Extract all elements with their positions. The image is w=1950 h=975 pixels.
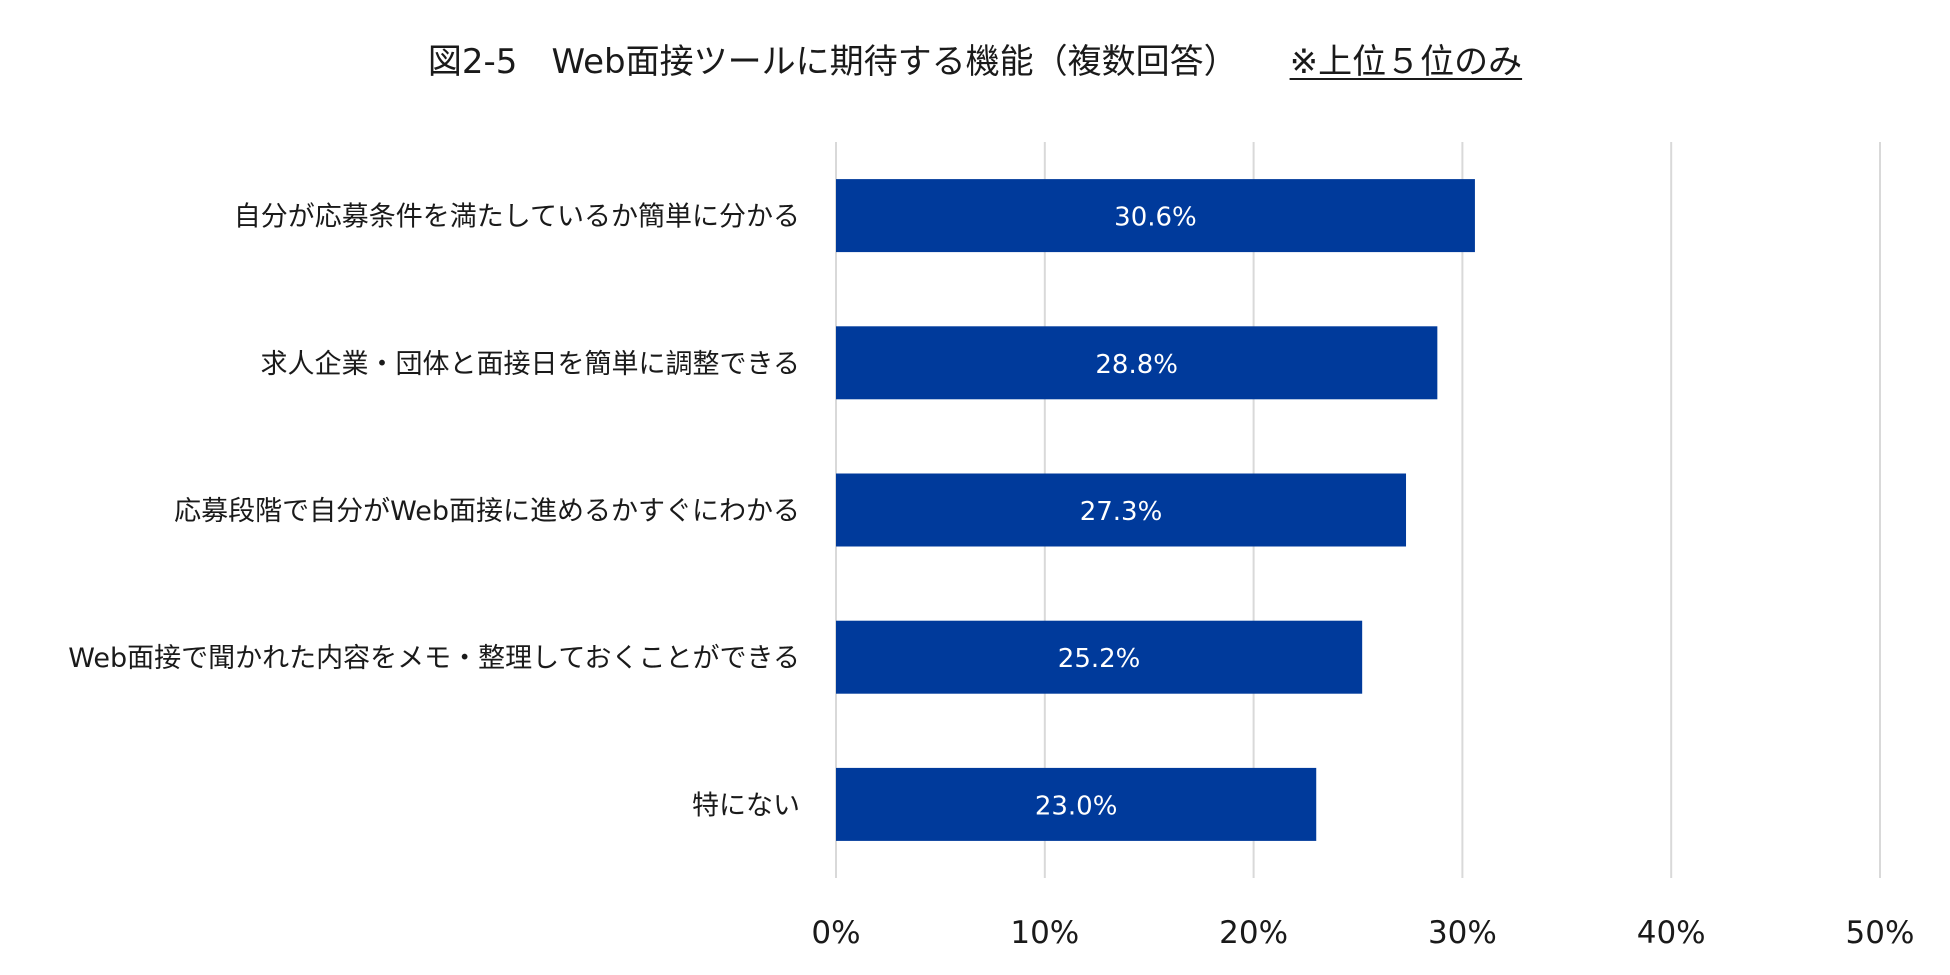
chart-title-block: 図2-5 Web面接ツールに期待する機能（複数回答） ※上位５位のみ bbox=[0, 38, 1950, 86]
category-labels: 自分が応募条件を満たしているか簡単に分かる求人企業・団体と面接日を簡単に調整でき… bbox=[68, 202, 800, 822]
value-label: 28.8% bbox=[1095, 350, 1178, 380]
x-tick-label: 30% bbox=[1428, 915, 1497, 951]
chart-title: 図2-5 Web面接ツールに期待する機能（複数回答） bbox=[427, 42, 1238, 82]
x-tick-label: 40% bbox=[1637, 915, 1706, 951]
value-label: 23.0% bbox=[1035, 791, 1118, 821]
bars bbox=[836, 179, 1475, 841]
category-label: 求人企業・団体と面接日を簡単に調整できる bbox=[261, 349, 800, 380]
category-label: 特にない bbox=[692, 790, 800, 821]
category-label: 自分が応募条件を満たしているか簡単に分かる bbox=[234, 202, 800, 233]
bar bbox=[836, 767, 1317, 841]
bar bbox=[836, 620, 1363, 694]
x-tick-label: 20% bbox=[1219, 915, 1288, 951]
value-labels: 30.6% 28.8% 27.3% 25.2% 23.0% bbox=[1035, 203, 1197, 822]
value-label: 25.2% bbox=[1058, 644, 1141, 674]
x-tick-label: 50% bbox=[1846, 915, 1915, 951]
bar bbox=[836, 326, 1438, 400]
x-axis-ticks: 0% 10% 20% 30% 40% 50% bbox=[811, 915, 1914, 951]
category-label: 応募段階で自分がWeb面接に進めるかすぐにわかる bbox=[174, 496, 800, 527]
value-label: 27.3% bbox=[1080, 497, 1163, 527]
x-tick-label: 0% bbox=[811, 915, 860, 951]
x-tick-label: 10% bbox=[1010, 915, 1079, 951]
bar bbox=[836, 473, 1407, 547]
bar bbox=[836, 179, 1475, 253]
category-label: Web面接で聞かれた内容をメモ・整理しておくことができる bbox=[68, 643, 800, 674]
chart-subtitle: ※上位５位のみ bbox=[1289, 42, 1523, 82]
value-label: 30.6% bbox=[1114, 203, 1197, 233]
